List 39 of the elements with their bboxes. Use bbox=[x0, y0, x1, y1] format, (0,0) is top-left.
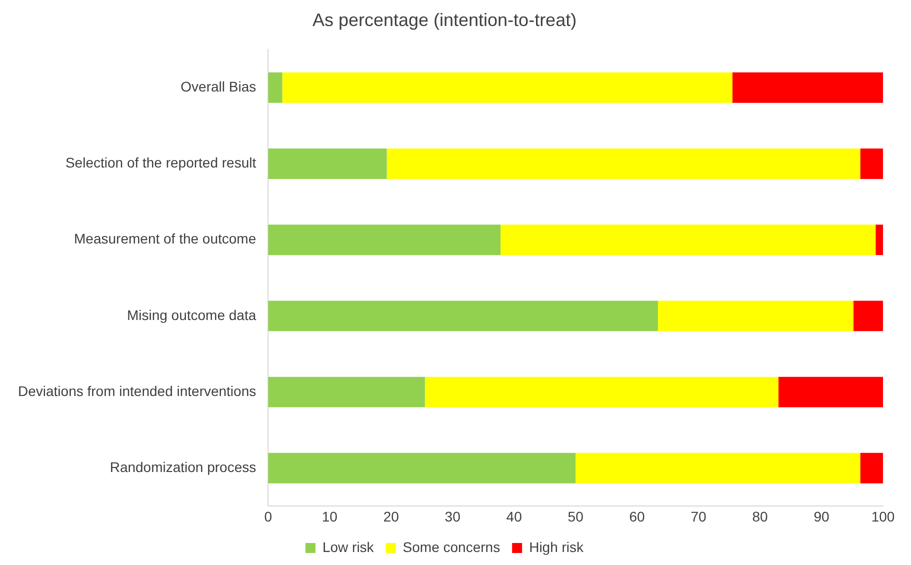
bar bbox=[282, 72, 732, 103]
bar bbox=[268, 376, 425, 408]
bar bbox=[268, 452, 576, 484]
bar bbox=[268, 300, 658, 332]
x-tick-label: 0 bbox=[264, 508, 272, 524]
bar bbox=[853, 300, 883, 332]
bar bbox=[732, 72, 883, 103]
x-tick-label: 40 bbox=[506, 508, 522, 524]
bar bbox=[268, 72, 282, 103]
y-tick-label: Measurement of the outcome bbox=[74, 230, 256, 247]
bar bbox=[424, 376, 778, 408]
bar bbox=[876, 224, 883, 256]
bar bbox=[778, 376, 883, 408]
y-tick-label: Mising outcome data bbox=[126, 306, 256, 323]
y-tick-label: Randomization process bbox=[110, 459, 256, 476]
legend-label: Some concerns bbox=[402, 538, 500, 555]
x-tick-label: 30 bbox=[444, 508, 461, 524]
x-tick-label: 90 bbox=[814, 508, 830, 524]
y-tick-label: Selection of the reported result bbox=[65, 154, 256, 171]
bar bbox=[658, 300, 854, 332]
bar bbox=[576, 452, 860, 484]
bar bbox=[386, 148, 860, 179]
x-tick-label: 60 bbox=[629, 508, 646, 524]
legend-label: Low risk bbox=[322, 538, 375, 555]
bar bbox=[268, 224, 501, 256]
y-tick-label: Deviations from intended interventions bbox=[18, 382, 256, 399]
bar bbox=[268, 148, 387, 179]
bar bbox=[860, 148, 883, 179]
x-tick-label: 20 bbox=[383, 508, 400, 524]
bar bbox=[860, 452, 883, 484]
bar bbox=[500, 224, 876, 256]
x-tick-label: 50 bbox=[568, 508, 584, 524]
legend-label: High risk bbox=[529, 538, 585, 555]
x-tick-label: 100 bbox=[871, 508, 895, 524]
chart-title: As percentage (intention-to-treat) bbox=[312, 10, 577, 30]
x-tick-label: 80 bbox=[752, 508, 768, 524]
x-tick-label: 10 bbox=[322, 508, 338, 524]
x-tick-label: 70 bbox=[690, 508, 707, 524]
y-tick-label: Overall Bias bbox=[180, 78, 256, 95]
